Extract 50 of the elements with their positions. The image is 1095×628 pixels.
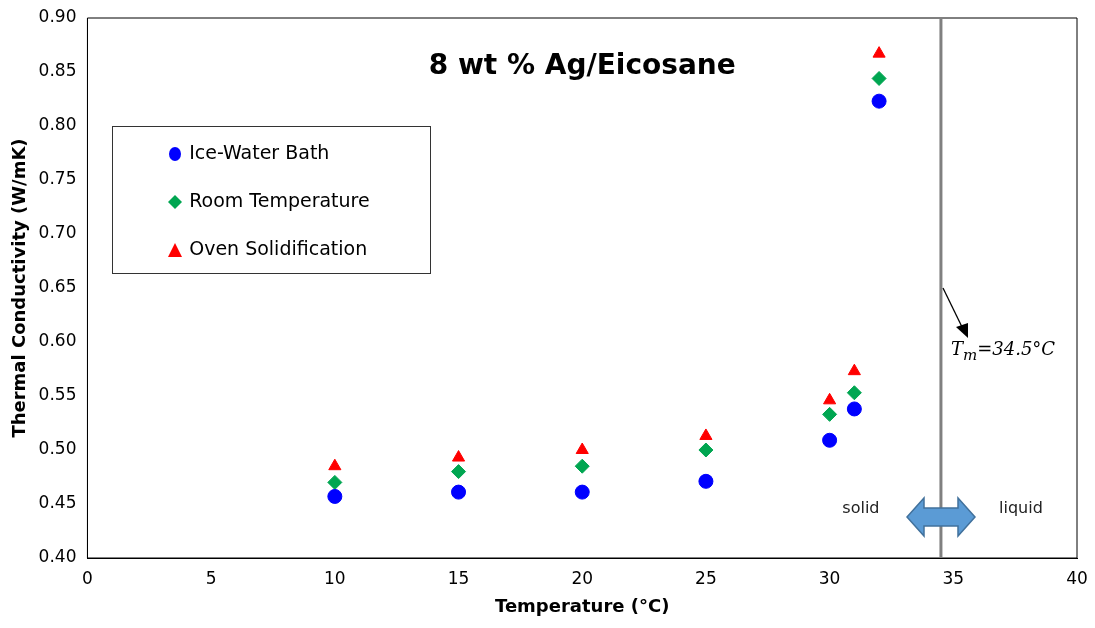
point [328, 458, 342, 471]
y-tick-label: 0.40 [38, 546, 77, 567]
x-tick-label: 25 [695, 567, 717, 588]
y-tick-label: 0.85 [38, 60, 77, 81]
y-tick-label: 0.55 [38, 384, 77, 405]
y-tick-label: 0.75 [38, 168, 77, 189]
point [822, 406, 838, 422]
y-tick-label: 0.50 [38, 438, 77, 459]
point [451, 450, 466, 462]
y-axis-title: Thermal Conductivity (W/mK) [8, 138, 30, 438]
y-tick-label: 0.65 [38, 276, 77, 297]
x-tick-label: 15 [447, 567, 470, 588]
point [871, 93, 887, 109]
annotation: liquid [999, 497, 1043, 517]
y-tick-label: 0.60 [38, 330, 77, 351]
point [698, 473, 714, 489]
point [699, 428, 713, 440]
point [872, 46, 886, 58]
point [871, 70, 887, 86]
legend-label: Ice-Water Bath [189, 141, 330, 163]
point [327, 474, 343, 490]
x-tick-label: 5 [205, 567, 217, 588]
point [847, 363, 861, 376]
y-tick-label: 0.90 [38, 6, 77, 27]
x-tick-label: 40 [1066, 567, 1088, 588]
x-axis-title: Temperature (°C) [495, 594, 670, 616]
ref-line-label: T$_{m}$=34.5°C [950, 338, 1056, 364]
point [822, 432, 838, 448]
point [575, 442, 589, 454]
point [574, 458, 590, 474]
point [451, 464, 467, 480]
point [846, 385, 862, 401]
legend-label: Oven Solidification [189, 237, 368, 259]
text: 8 wt % Ag/Eicosane [428, 48, 736, 81]
point [574, 484, 590, 500]
x-tick-label: 20 [571, 567, 594, 588]
x-tick-label: 0 [82, 567, 93, 588]
point [846, 401, 862, 417]
legend-label: Room Temperature [189, 189, 370, 211]
annotation: solid [842, 497, 880, 517]
y-tick-label: 0.45 [38, 492, 77, 513]
point [823, 392, 837, 405]
point [451, 484, 467, 500]
point [698, 442, 714, 458]
x-tick-label: 35 [942, 567, 965, 588]
x-tick-label: 10 [324, 567, 346, 588]
y-tick-label: 0.80 [38, 114, 77, 135]
x-tick-label: 30 [818, 567, 841, 588]
point [327, 488, 343, 504]
y-tick-label: 0.70 [38, 222, 77, 243]
